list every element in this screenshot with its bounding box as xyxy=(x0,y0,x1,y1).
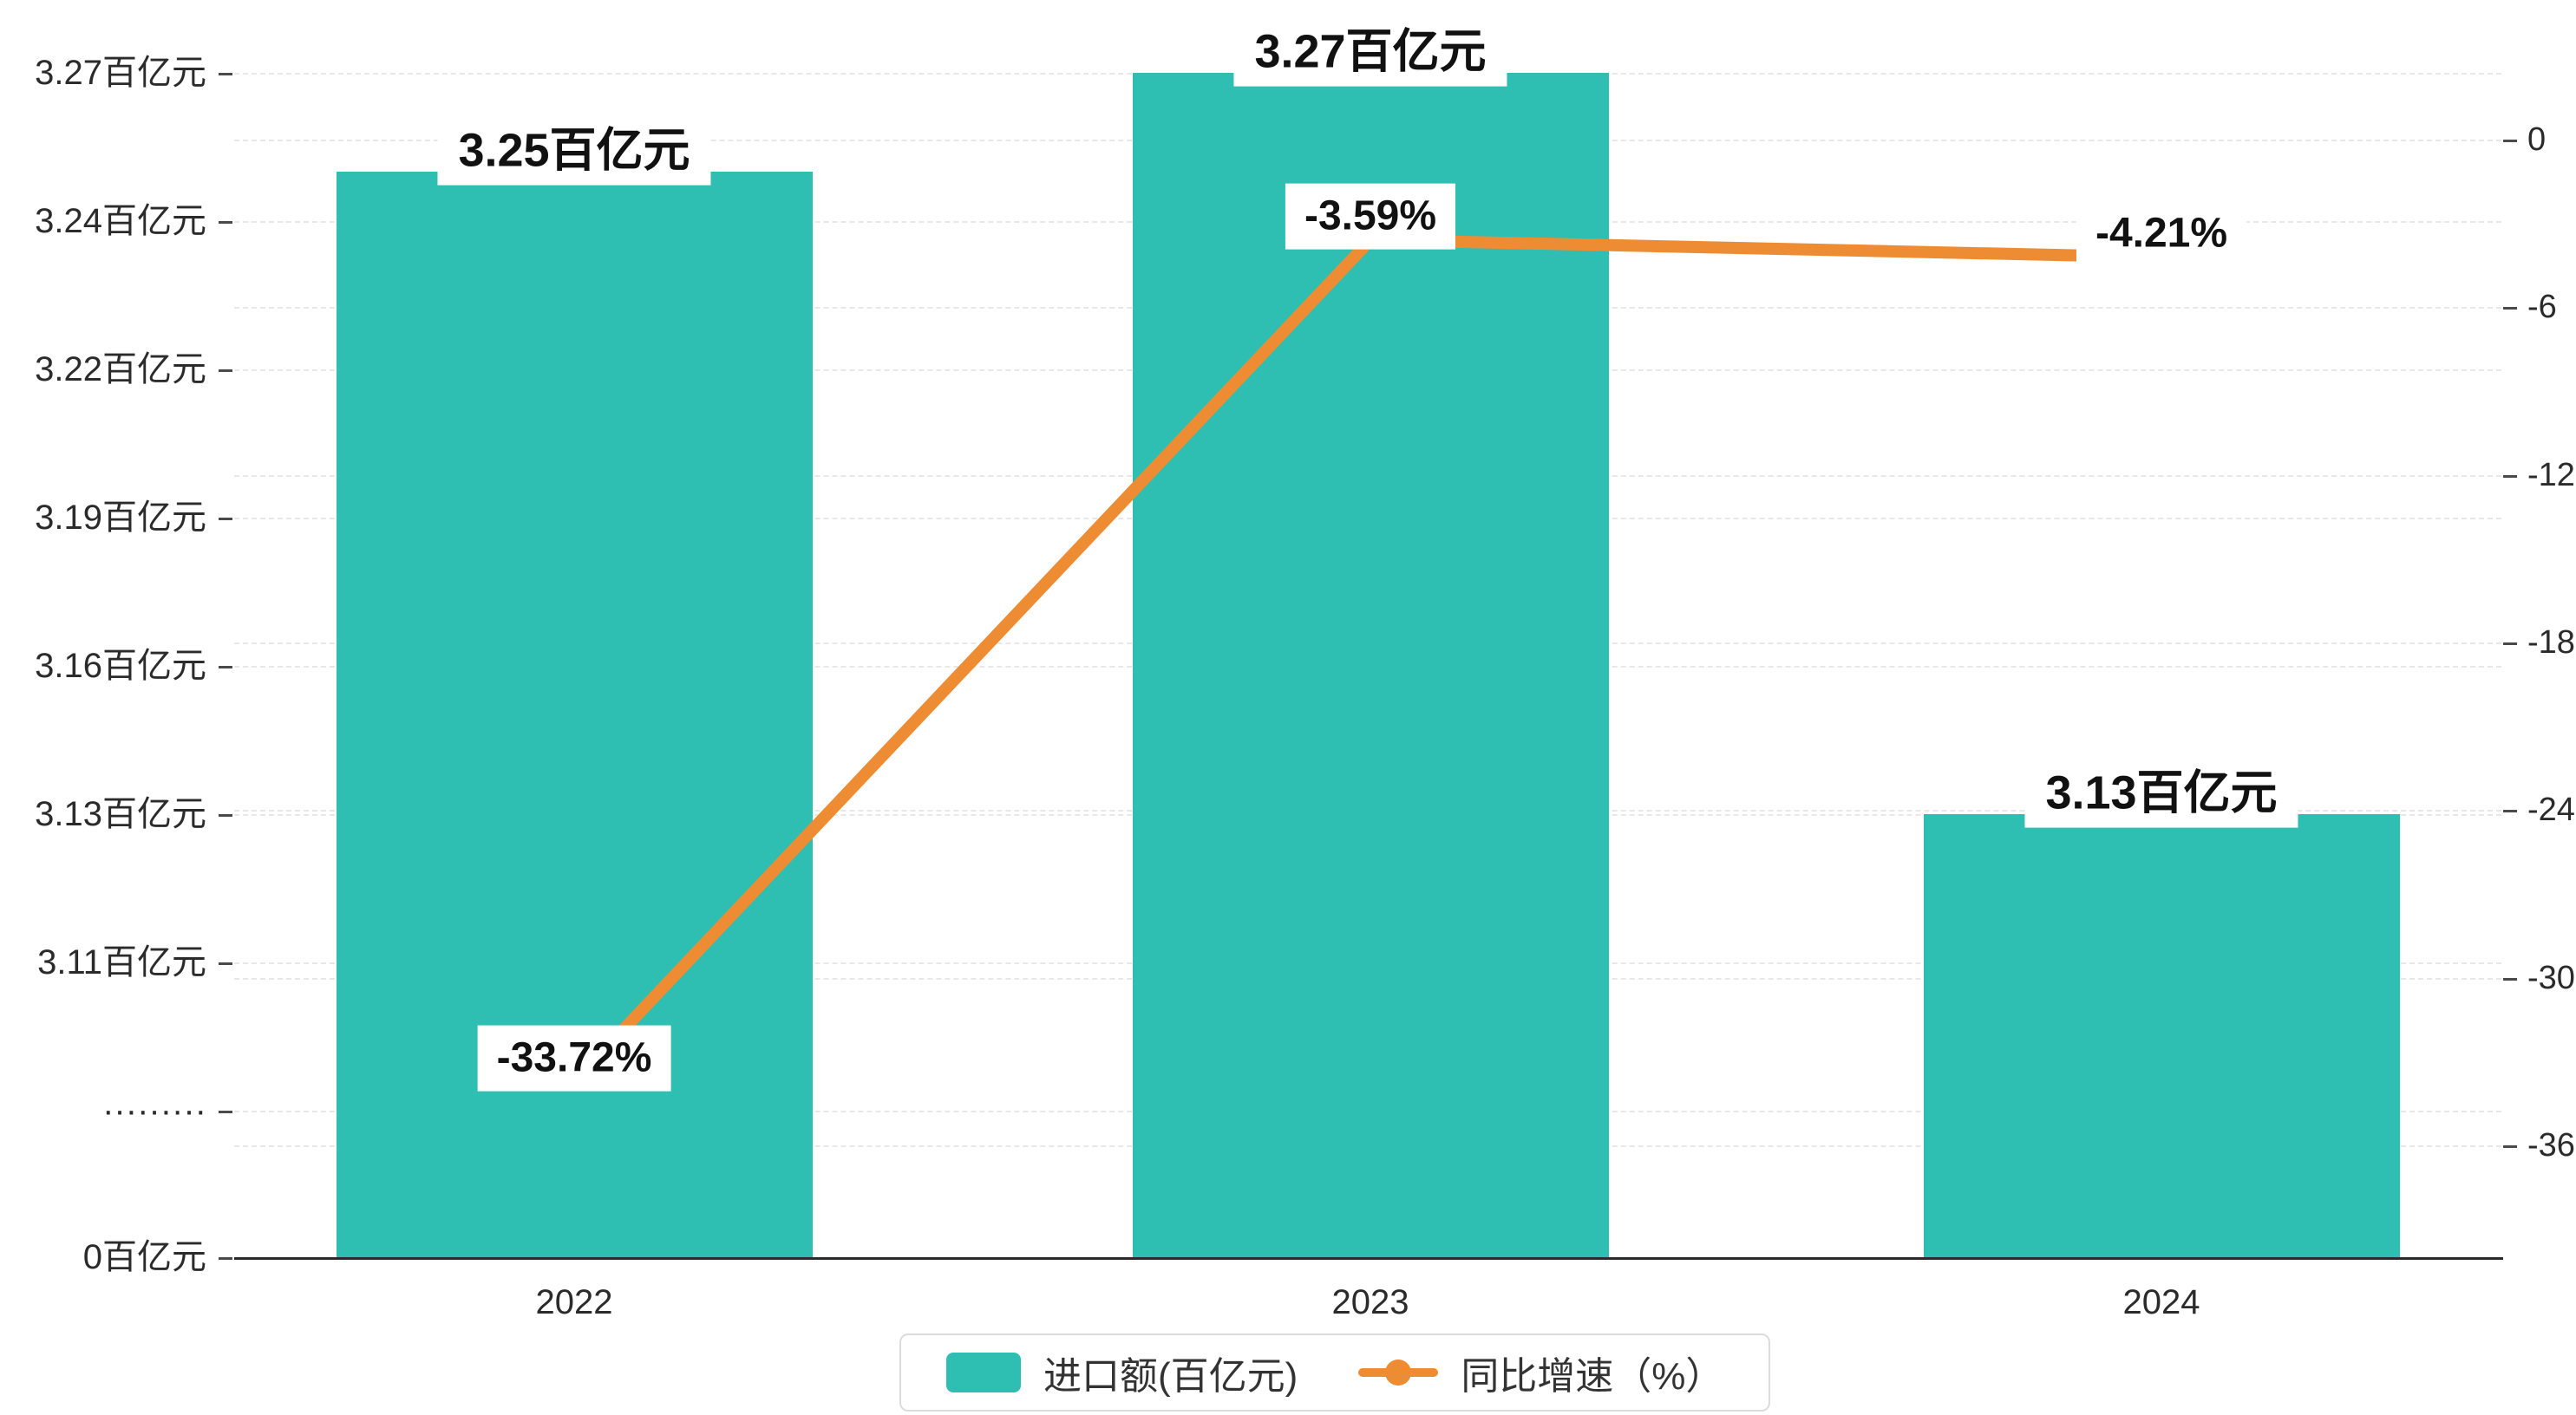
y-axis-tick-label: 3.13百亿元 xyxy=(35,795,206,833)
y2-axis-tick-label: -30 xyxy=(2527,959,2575,996)
y-axis-tick-label: 3.27百亿元 xyxy=(35,54,206,92)
y-axis-tick-label: 3.16百亿元 xyxy=(35,647,206,685)
x-axis-label: 2023 xyxy=(1331,1283,1409,1321)
y-axis-tick-label: 3.19百亿元 xyxy=(35,499,206,537)
y-axis-tick-label: 3.22百亿元 xyxy=(35,350,206,388)
y-axis-tick-mark xyxy=(219,369,232,372)
growth-value-label: -4.21% xyxy=(2076,200,2247,268)
y2-axis-tick-label: -18 xyxy=(2527,624,2575,661)
y-axis-tick-mark xyxy=(219,666,232,668)
y2-axis-tick-mark xyxy=(2503,1145,2517,1148)
y2-axis-tick-mark xyxy=(2503,642,2517,645)
y-axis-tick-mark xyxy=(219,73,232,75)
bar-value-label: 3.25百亿元 xyxy=(437,116,711,186)
y2-axis-tick-label: -6 xyxy=(2527,289,2557,326)
legend-label-imports: 进口额(百亿元) xyxy=(1043,1355,1298,1398)
y2-axis-tick-label: 0 xyxy=(2527,121,2547,158)
y2-axis-tick-label: -12 xyxy=(2527,456,2575,493)
y-axis-tick-mark xyxy=(219,1111,232,1113)
y-axis-tick-mark xyxy=(219,1257,232,1260)
y-axis-tick-label: ········· xyxy=(102,1092,206,1130)
bar-2024 xyxy=(1923,814,2400,1257)
x-axis-label: 2024 xyxy=(2122,1283,2200,1321)
x-axis-label: 2022 xyxy=(535,1283,613,1321)
bar-value-label: 3.27百亿元 xyxy=(1233,17,1507,87)
legend-item-growth[interactable]: 同比增速（%） xyxy=(1358,1345,1723,1400)
bar-value-label: 3.13百亿元 xyxy=(2024,759,2298,828)
y-axis-tick-label: 3.24百亿元 xyxy=(35,202,206,240)
y2-axis-tick-label: -24 xyxy=(2527,792,2575,829)
legend-label-growth: 同比增速（%） xyxy=(1461,1355,1724,1398)
y2-axis-tick-mark xyxy=(2503,474,2517,478)
growth-value-label: -3.59% xyxy=(1285,183,1456,251)
y-axis-tick-mark xyxy=(219,221,232,224)
bar-2022 xyxy=(336,172,813,1257)
x-axis-line xyxy=(234,1257,2503,1260)
line-swatch xyxy=(1358,1360,1439,1386)
legend-item-imports[interactable]: 进口额(百亿元) xyxy=(946,1345,1298,1400)
y-axis-tick-mark xyxy=(219,962,232,965)
y-axis-tick-mark xyxy=(219,518,232,520)
y2-axis-tick-mark xyxy=(2503,307,2517,310)
y2-axis-tick-label: -36 xyxy=(2527,1127,2575,1164)
legend: 进口额(百亿元) 同比增速（%） xyxy=(899,1333,1771,1412)
y2-axis-tick-mark xyxy=(2503,140,2517,142)
y-axis-tick-label: 0百亿元 xyxy=(82,1238,206,1276)
y-axis-tick-label: 3.11百亿元 xyxy=(37,943,206,981)
growth-value-label: -33.72% xyxy=(477,1025,671,1092)
line-swatch-dot xyxy=(1385,1360,1412,1386)
bar-swatch xyxy=(946,1353,1021,1392)
y-axis-tick-mark xyxy=(219,814,232,817)
y2-axis-tick-mark xyxy=(2503,977,2517,981)
bar-2023 xyxy=(1132,73,1609,1257)
y2-axis-tick-mark xyxy=(2503,810,2517,813)
